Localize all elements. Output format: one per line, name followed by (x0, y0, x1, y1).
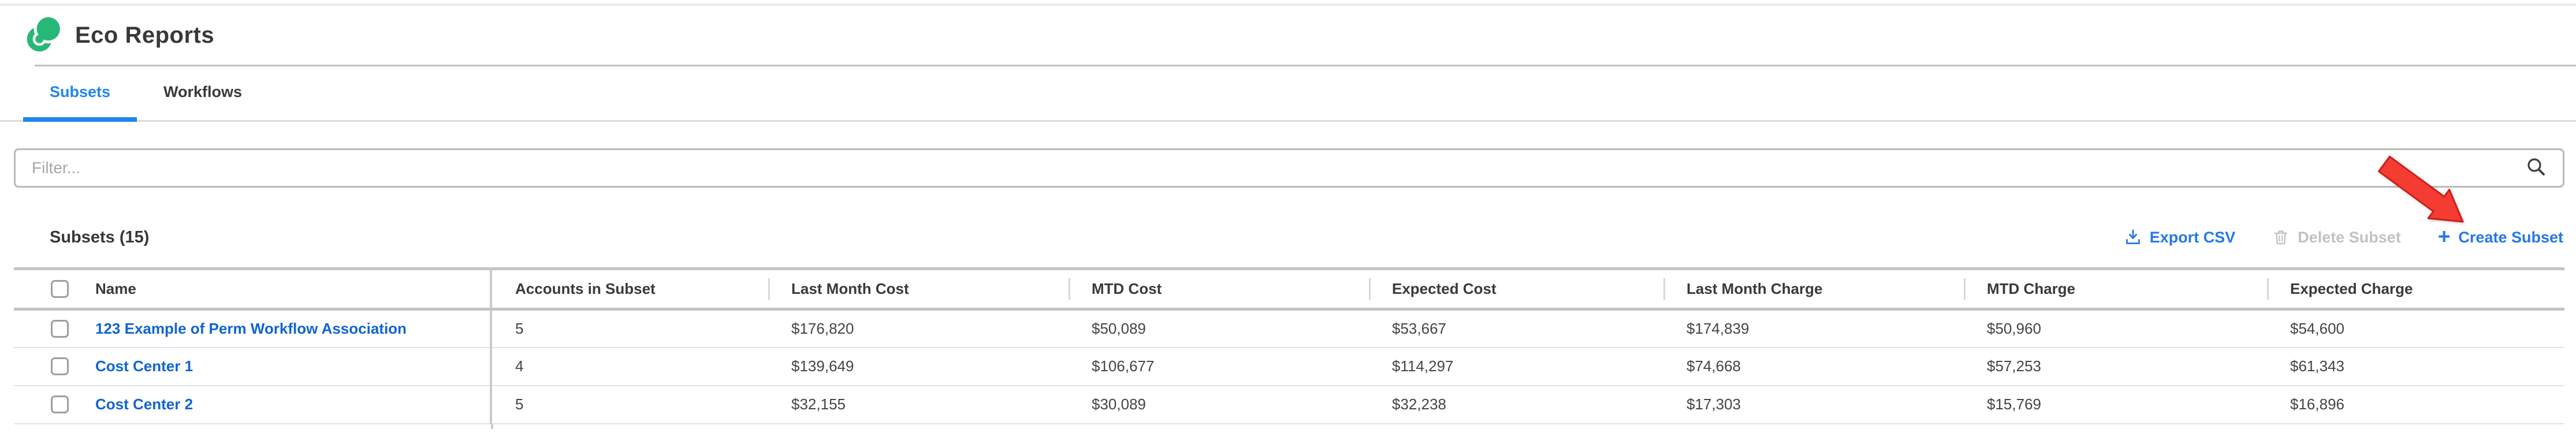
row-checkbox[interactable] (51, 357, 69, 375)
mtd-cost-cell: $106,677 (1069, 347, 1369, 386)
subsets-table: Name Accounts in Subset Last Month Cost … (14, 267, 2564, 424)
download-icon (2125, 229, 2140, 244)
delete-subset-label: Delete Subset (2298, 228, 2401, 246)
plus-icon: + (2437, 224, 2451, 248)
last-month-charge-cell: $74,668 (1663, 347, 1964, 386)
create-subset-button[interactable]: + Create Subset (2437, 224, 2563, 248)
subset-name-link[interactable]: Cost Center 2 (95, 395, 193, 413)
column-label-expected-charge: Expected Charge (2267, 268, 2564, 311)
header-divider (35, 65, 2576, 66)
tab-workflows[interactable]: Workflows (163, 83, 243, 100)
app-header: Eco Reports (0, 6, 2576, 65)
search-icon[interactable] (2525, 156, 2549, 180)
column-divider-overhang (491, 424, 493, 429)
accounts-cell: 4 (491, 347, 768, 386)
expected-cost-cell: $53,667 (1369, 309, 1663, 348)
mtd-charge-cell: $50,960 (1964, 309, 2267, 348)
subset-name-link[interactable]: Cost Center 1 (95, 357, 193, 375)
trash-icon (2275, 230, 2288, 245)
eco-reports-page: Eco Reports Subsets Workflows Subsets (1… (0, 0, 2576, 429)
table-header-row: Name Accounts in Subset Last Month Cost … (14, 268, 2564, 311)
subset-name-link[interactable]: 123 Example of Perm Workflow Association (95, 319, 407, 337)
tab-subsets[interactable]: Subsets (23, 66, 137, 122)
table-row: Cost Center 1 4 $139,649 $106,677 $114,2… (14, 347, 2564, 386)
select-all-checkbox[interactable] (51, 280, 69, 298)
page-title: Eco Reports (75, 22, 215, 48)
column-label-mtd-charge: MTD Charge (1964, 268, 2267, 311)
column-label-accounts: Accounts in Subset (491, 268, 768, 311)
spot-eco-logo-icon (27, 17, 62, 52)
toolbar-actions: Export CSV Delete Subset + Create Subset (2124, 224, 2563, 248)
column-label-last-month-charge: Last Month Charge (1663, 268, 1964, 311)
column-label-expected-cost: Expected Cost (1369, 268, 1663, 311)
tab-bar: Subsets Workflows (0, 66, 2576, 122)
subsets-table-wrap: Name Accounts in Subset Last Month Cost … (14, 267, 2564, 429)
header-cell-name: Name (14, 268, 492, 311)
expected-cost-cell: $32,238 (1369, 385, 1663, 424)
column-label-name: Name (95, 280, 136, 297)
column-label-mtd-cost: MTD Cost (1069, 268, 1369, 311)
mtd-charge-cell: $57,253 (1964, 347, 2267, 386)
expected-charge-cell: $16,896 (2267, 385, 2564, 424)
section-heading: Subsets (15) (50, 227, 150, 247)
create-subset-label: Create Subset (2458, 228, 2563, 246)
filter-bar (14, 148, 2564, 188)
last-month-charge-cell: $174,839 (1663, 309, 1964, 348)
export-csv-label: Export CSV (2149, 228, 2236, 246)
last-month-cost-cell: $139,649 (768, 347, 1069, 386)
expected-charge-cell: $61,343 (2267, 347, 2564, 386)
accounts-cell: 5 (491, 385, 768, 424)
mtd-cost-cell: $50,089 (1069, 309, 1369, 348)
filter-input[interactable] (16, 159, 2525, 177)
column-label-last-month-cost: Last Month Cost (768, 268, 1069, 311)
mtd-cost-cell: $30,089 (1069, 385, 1369, 424)
row-checkbox[interactable] (51, 395, 69, 413)
subsets-toolbar: Subsets (15) Export CSV Delete Subset (0, 225, 2563, 250)
table-row: 123 Example of Perm Workflow Association… (14, 309, 2564, 348)
expected-charge-cell: $54,600 (2267, 309, 2564, 348)
accounts-cell: 5 (491, 309, 768, 348)
expected-cost-cell: $114,297 (1369, 347, 1663, 386)
last-month-cost-cell: $176,820 (768, 309, 1069, 348)
table-row: Cost Center 2 5 $32,155 $30,089 $32,238 … (14, 385, 2564, 424)
window-top-strip (0, 0, 2576, 6)
mtd-charge-cell: $15,769 (1964, 385, 2267, 424)
delete-subset-button[interactable]: Delete Subset (2272, 229, 2401, 247)
last-month-cost-cell: $32,155 (768, 385, 1069, 424)
row-checkbox[interactable] (51, 319, 69, 338)
last-month-charge-cell: $17,303 (1663, 385, 1964, 424)
export-csv-button[interactable]: Export CSV (2124, 228, 2236, 247)
